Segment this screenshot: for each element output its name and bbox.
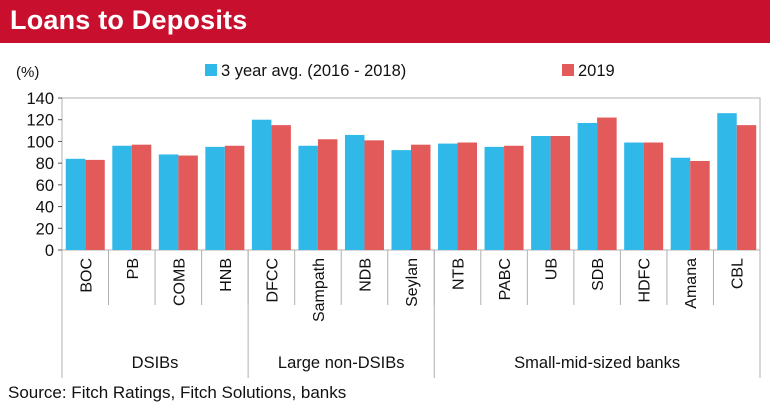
bar-comb-series-2 [178,155,198,250]
bar-cbl-series-2 [736,125,757,250]
bar-pb-series-1 [112,145,132,250]
bar-boc-series-1 [65,158,86,250]
y-tick-label: 120 [26,112,54,130]
group-label: Small-mid-sized banks [514,354,680,372]
source-note: Source: Fitch Ratings, Fitch Solutions, … [8,383,347,402]
y-tick-label: 80 [36,155,54,173]
x-tick-label: BOC [78,258,95,293]
bar-comb-series-1 [158,154,179,250]
legend-swatch-2 [562,64,574,76]
legend-swatch-1 [205,64,217,76]
group-label: DSIBs [132,354,179,372]
bar-dfcc-series-1 [251,119,272,250]
x-tick-label: NDB [357,258,374,292]
bar-hdfc-series-1 [624,142,644,250]
y-tick-label: 60 [36,177,54,195]
group-label: Large non-DSIBs [278,354,405,372]
y-tick-label: 0 [45,242,54,260]
header-bar: Loans to Deposits [0,0,770,43]
bar-boc-series-2 [85,159,105,250]
y-tick-label: 20 [36,220,54,238]
bar-hnb-series-2 [224,145,245,250]
bar-sdb-series-1 [577,122,598,250]
bar-amana-series-2 [690,160,710,250]
legend-label-1: 3 year avg. (2016 - 2018) [221,62,406,80]
bar-hnb-series-1 [205,146,225,250]
bar-ndb-series-2 [364,140,384,250]
bar-pb-series-2 [131,144,152,250]
bar-sdb-series-2 [597,117,617,251]
x-tick-label: HDFC [637,258,654,302]
x-tick-label: HNB [218,258,235,292]
x-tick-label: UB [544,258,561,280]
x-tick-label: PB [125,258,142,279]
bar-seylan-series-1 [391,150,411,250]
bar-ub-series-2 [550,136,571,250]
bar-pabc-series-2 [504,145,524,250]
legend-label-2: 2019 [578,62,615,80]
bar-amana-series-1 [670,157,691,250]
x-tick-label: PABC [497,258,514,300]
chart-title: Loans to Deposits [10,5,248,35]
x-tick-label: Amana [683,258,700,309]
bar-sampath-series-1 [298,145,318,250]
bar-ntb-series-1 [438,143,458,250]
bar-ndb-series-1 [344,134,365,250]
x-tick-label: CBL [730,258,747,289]
bar-ub-series-1 [531,136,551,250]
y-axis-label: (%) [16,64,39,81]
chart-area: (%) 3 year avg. (2016 - 2018) 2019 0 20 40 60 8… [0,43,770,378]
y-tick-label: 40 [36,199,54,217]
x-tick-label: SDB [590,258,607,291]
x-tick-label: Sampath [311,258,328,322]
bar-pabc-series-1 [484,146,505,250]
bar-ntb-series-2 [457,142,478,250]
bar-hdfc-series-2 [643,142,664,250]
bar-dfcc-series-2 [271,125,291,250]
x-tick-label: DFCC [264,258,281,302]
bar-sampath-series-2 [317,139,338,250]
bar-cbl-series-1 [717,113,737,250]
x-tick-label: NTB [451,258,468,290]
bar-chart: (%) 3 year avg. (2016 - 2018) 2019 0 20 40 60 8… [16,62,761,378]
bar-seylan-series-2 [411,144,431,250]
y-tick-label: 100 [26,133,54,151]
x-tick-label: Seylan [404,258,421,307]
x-tick-label: COMB [171,258,188,306]
y-tick-label: 140 [26,90,54,108]
